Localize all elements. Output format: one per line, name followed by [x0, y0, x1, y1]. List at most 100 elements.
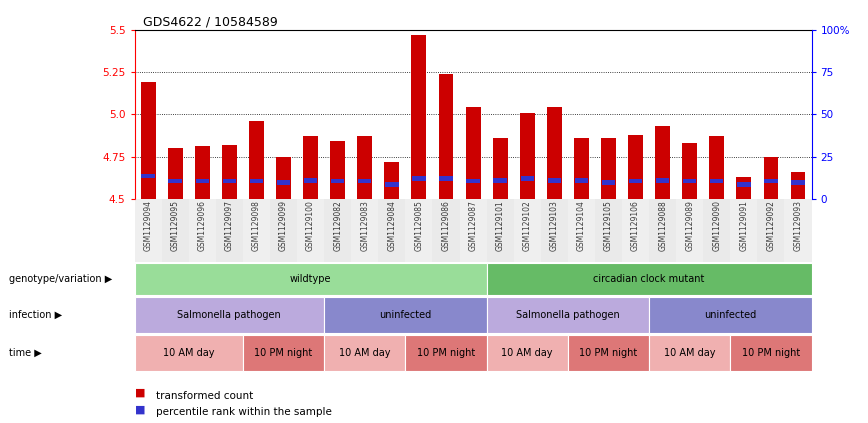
- Bar: [547, 107, 562, 199]
- Bar: [575, 178, 589, 183]
- Bar: [649, 199, 676, 262]
- Bar: [676, 199, 703, 262]
- Bar: [764, 179, 778, 184]
- Bar: [764, 157, 779, 199]
- Text: 10 PM night: 10 PM night: [742, 348, 800, 358]
- Bar: [791, 172, 806, 199]
- Bar: [709, 136, 724, 199]
- Bar: [736, 177, 752, 199]
- Bar: [656, 178, 669, 183]
- Bar: [141, 82, 155, 199]
- Text: 10 AM day: 10 AM day: [502, 348, 553, 358]
- Bar: [168, 148, 182, 199]
- Bar: [243, 199, 270, 262]
- Text: Salmonella pathogen: Salmonella pathogen: [177, 310, 281, 320]
- Text: circadian clock mutant: circadian clock mutant: [594, 274, 705, 284]
- Bar: [297, 199, 324, 262]
- Bar: [249, 121, 264, 199]
- Bar: [168, 179, 182, 184]
- Bar: [352, 199, 378, 262]
- Bar: [520, 113, 535, 199]
- Bar: [487, 199, 514, 262]
- Text: transformed count: transformed count: [156, 390, 253, 401]
- Text: 10 PM night: 10 PM night: [417, 348, 475, 358]
- Bar: [601, 138, 616, 199]
- Text: 10 PM night: 10 PM night: [254, 348, 312, 358]
- Bar: [303, 136, 318, 199]
- Bar: [385, 182, 398, 187]
- Bar: [792, 180, 805, 185]
- Bar: [487, 263, 812, 295]
- Bar: [703, 199, 730, 262]
- Bar: [758, 199, 785, 262]
- Bar: [487, 335, 568, 371]
- Bar: [622, 199, 649, 262]
- Bar: [737, 182, 751, 187]
- Bar: [331, 179, 345, 184]
- Bar: [568, 199, 595, 262]
- Bar: [649, 335, 730, 371]
- Bar: [330, 141, 345, 199]
- Bar: [411, 35, 426, 199]
- Text: time ▶: time ▶: [9, 348, 42, 358]
- Bar: [405, 335, 487, 371]
- Text: percentile rank within the sample: percentile rank within the sample: [156, 407, 332, 418]
- Text: ■: ■: [135, 387, 148, 398]
- Bar: [432, 199, 459, 262]
- Bar: [324, 199, 352, 262]
- Bar: [438, 74, 453, 199]
- Bar: [277, 180, 290, 185]
- Bar: [135, 297, 324, 333]
- Bar: [683, 179, 696, 184]
- Bar: [216, 199, 243, 262]
- Bar: [730, 199, 758, 262]
- Bar: [135, 263, 487, 295]
- Text: 10 AM day: 10 AM day: [163, 348, 214, 358]
- Bar: [324, 297, 487, 333]
- Bar: [682, 143, 697, 199]
- Bar: [358, 179, 372, 184]
- Bar: [188, 199, 216, 262]
- Text: 10 AM day: 10 AM day: [339, 348, 391, 358]
- Bar: [628, 135, 643, 199]
- Bar: [276, 157, 291, 199]
- Bar: [250, 179, 263, 184]
- Bar: [222, 145, 237, 199]
- Bar: [628, 179, 642, 184]
- Bar: [270, 199, 297, 262]
- Bar: [493, 178, 507, 183]
- Bar: [548, 178, 561, 183]
- Bar: [324, 335, 405, 371]
- Text: ■: ■: [135, 404, 148, 415]
- Bar: [514, 199, 541, 262]
- Bar: [304, 178, 318, 183]
- Bar: [439, 176, 453, 181]
- Text: GDS4622 / 10584589: GDS4622 / 10584589: [143, 15, 278, 28]
- Bar: [493, 138, 508, 199]
- Bar: [135, 199, 161, 262]
- Bar: [222, 179, 236, 184]
- Bar: [195, 179, 209, 184]
- Bar: [785, 199, 812, 262]
- Bar: [405, 199, 432, 262]
- Bar: [487, 297, 649, 333]
- Text: infection ▶: infection ▶: [9, 310, 62, 320]
- Bar: [465, 107, 481, 199]
- Bar: [574, 138, 589, 199]
- Bar: [385, 162, 399, 199]
- Text: genotype/variation ▶: genotype/variation ▶: [9, 274, 112, 284]
- Bar: [135, 335, 243, 371]
- Bar: [194, 146, 210, 199]
- Text: uninfected: uninfected: [379, 310, 431, 320]
- Bar: [602, 180, 615, 185]
- Text: 10 PM night: 10 PM night: [579, 348, 638, 358]
- Bar: [521, 176, 534, 181]
- Bar: [161, 199, 188, 262]
- Bar: [730, 335, 812, 371]
- Bar: [412, 176, 425, 181]
- Bar: [595, 199, 622, 262]
- Bar: [568, 335, 649, 371]
- Bar: [358, 136, 372, 199]
- Text: wildtype: wildtype: [290, 274, 332, 284]
- Bar: [710, 179, 724, 184]
